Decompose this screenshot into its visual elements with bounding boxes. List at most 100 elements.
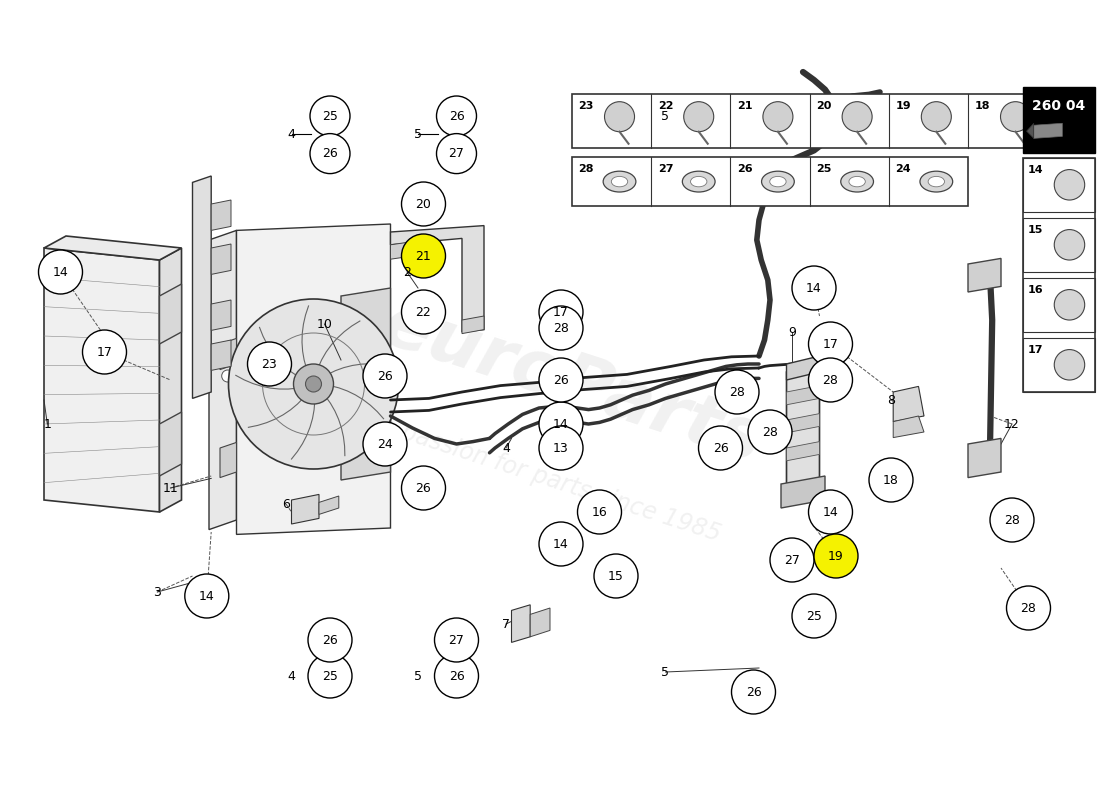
Circle shape xyxy=(578,490,621,534)
Text: 4: 4 xyxy=(502,442,510,454)
Text: 14: 14 xyxy=(553,418,569,430)
Text: 11: 11 xyxy=(163,482,178,494)
Text: 25: 25 xyxy=(816,164,832,174)
Text: 14: 14 xyxy=(53,266,68,278)
Circle shape xyxy=(363,422,407,466)
Text: 17: 17 xyxy=(97,346,112,358)
Circle shape xyxy=(1054,170,1085,200)
Text: 3: 3 xyxy=(153,586,162,598)
Text: 28: 28 xyxy=(823,374,838,386)
Text: 2: 2 xyxy=(403,266,411,278)
Circle shape xyxy=(539,426,583,470)
Polygon shape xyxy=(1034,123,1063,138)
Text: a passion for parts since 1985: a passion for parts since 1985 xyxy=(376,414,724,546)
Text: 26: 26 xyxy=(737,164,752,174)
Polygon shape xyxy=(893,416,924,438)
Text: 28: 28 xyxy=(729,386,745,398)
Text: 26: 26 xyxy=(713,442,728,454)
Circle shape xyxy=(82,330,126,374)
Text: 26: 26 xyxy=(377,370,393,382)
Circle shape xyxy=(808,358,852,402)
Polygon shape xyxy=(893,386,924,422)
Text: 17: 17 xyxy=(823,338,838,350)
Circle shape xyxy=(1054,350,1085,380)
Text: 25: 25 xyxy=(322,670,338,682)
Polygon shape xyxy=(462,316,484,334)
Ellipse shape xyxy=(761,171,794,192)
Ellipse shape xyxy=(770,176,786,187)
Text: 15: 15 xyxy=(608,570,624,582)
Ellipse shape xyxy=(603,171,636,192)
Circle shape xyxy=(185,574,229,618)
Circle shape xyxy=(402,234,446,278)
Text: 27: 27 xyxy=(449,634,464,646)
Text: 26: 26 xyxy=(322,147,338,160)
Circle shape xyxy=(715,370,759,414)
Circle shape xyxy=(698,426,742,470)
Text: 28: 28 xyxy=(762,426,778,438)
Text: 23: 23 xyxy=(262,358,277,370)
Polygon shape xyxy=(781,476,825,508)
Text: 5: 5 xyxy=(414,128,422,141)
Text: 8: 8 xyxy=(887,394,895,406)
Circle shape xyxy=(748,410,792,454)
Circle shape xyxy=(222,370,233,382)
Circle shape xyxy=(808,490,852,534)
Text: 24: 24 xyxy=(895,164,911,174)
Circle shape xyxy=(308,654,352,698)
Text: 26: 26 xyxy=(449,110,464,122)
Polygon shape xyxy=(220,442,236,478)
Circle shape xyxy=(294,364,333,404)
Circle shape xyxy=(1054,290,1085,320)
Text: 13: 13 xyxy=(553,442,569,454)
Polygon shape xyxy=(211,200,231,230)
Text: 26: 26 xyxy=(449,670,464,682)
Text: 20: 20 xyxy=(816,101,832,111)
Text: 4: 4 xyxy=(287,128,296,141)
Bar xyxy=(572,157,968,206)
Circle shape xyxy=(684,102,714,132)
Polygon shape xyxy=(786,414,820,433)
Text: 17: 17 xyxy=(1028,345,1044,354)
Text: 20: 20 xyxy=(416,198,431,210)
Polygon shape xyxy=(292,494,319,524)
Circle shape xyxy=(402,466,446,510)
Circle shape xyxy=(922,102,952,132)
Text: 25: 25 xyxy=(806,610,822,622)
Circle shape xyxy=(229,299,398,469)
Circle shape xyxy=(310,134,350,174)
Text: 28: 28 xyxy=(1021,602,1036,614)
Circle shape xyxy=(1054,230,1085,260)
Text: 5: 5 xyxy=(414,670,422,682)
Circle shape xyxy=(770,538,814,582)
Circle shape xyxy=(814,534,858,578)
Text: 26: 26 xyxy=(322,634,338,646)
Circle shape xyxy=(605,102,635,132)
Text: 6: 6 xyxy=(282,498,290,510)
Text: 27: 27 xyxy=(658,164,673,174)
Polygon shape xyxy=(211,300,231,330)
Text: 4: 4 xyxy=(287,670,296,682)
Circle shape xyxy=(434,654,478,698)
Circle shape xyxy=(539,290,583,334)
Polygon shape xyxy=(160,248,182,512)
Circle shape xyxy=(39,250,82,294)
Polygon shape xyxy=(512,605,530,642)
Circle shape xyxy=(843,102,872,132)
Ellipse shape xyxy=(691,176,707,187)
Circle shape xyxy=(308,618,352,662)
Circle shape xyxy=(763,102,793,132)
Ellipse shape xyxy=(682,171,715,192)
Bar xyxy=(1023,158,1094,392)
Circle shape xyxy=(990,498,1034,542)
Bar xyxy=(1023,158,1094,212)
Circle shape xyxy=(869,458,913,502)
Polygon shape xyxy=(968,438,1001,478)
Circle shape xyxy=(434,618,478,662)
Polygon shape xyxy=(390,226,484,332)
Text: 14: 14 xyxy=(806,282,822,294)
Circle shape xyxy=(248,342,292,386)
Circle shape xyxy=(310,96,350,136)
Text: 14: 14 xyxy=(553,538,569,550)
Circle shape xyxy=(1001,102,1031,132)
